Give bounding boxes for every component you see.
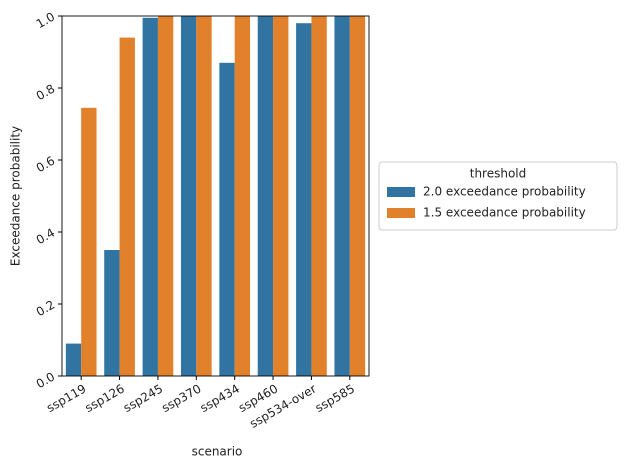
bar: [142, 17, 158, 377]
y-tick-label: 0.6: [34, 154, 58, 176]
x-tick-label: ssp585: [313, 382, 357, 416]
legend-label: 2.0 exceedance probability: [423, 185, 586, 199]
bar: [257, 16, 274, 376]
bar: [81, 107, 97, 377]
bar: [273, 16, 289, 376]
y-tick-label: 0.0: [34, 370, 58, 392]
bar: [311, 16, 327, 376]
legend-title: threshold: [470, 167, 527, 181]
bar: [219, 62, 235, 377]
bar: [349, 16, 366, 376]
legend-swatch: [387, 187, 415, 197]
x-tick-label: ssp245: [121, 382, 165, 416]
bar: [65, 343, 82, 376]
y-tick-label: 0.4: [34, 226, 58, 248]
bar: [157, 16, 174, 376]
x-tick-label: ssp370: [159, 382, 203, 416]
legend-label: 1.5 exceedance probability: [423, 206, 586, 220]
y-tick-label: 0.2: [34, 298, 58, 320]
bar: [104, 250, 120, 376]
x-tick-label: ssp119: [44, 382, 88, 416]
plot-frame: [61, 15, 370, 377]
x-tick-label: ssp434: [198, 382, 242, 416]
y-tick-label: 0.8: [34, 82, 58, 104]
bar: [234, 16, 251, 376]
y-tick-label: 1.0: [34, 10, 58, 32]
bar: [334, 16, 350, 376]
bar: [119, 37, 135, 376]
x-axis-label: scenario: [192, 445, 243, 459]
legend-box: [378, 161, 618, 231]
bar: [180, 16, 197, 376]
legend-swatch: [387, 208, 415, 218]
y-axis-label: Exceedance probability: [9, 126, 23, 266]
bar: [196, 16, 212, 376]
bar: [296, 23, 312, 376]
x-tick-label: ssp126: [83, 382, 127, 416]
